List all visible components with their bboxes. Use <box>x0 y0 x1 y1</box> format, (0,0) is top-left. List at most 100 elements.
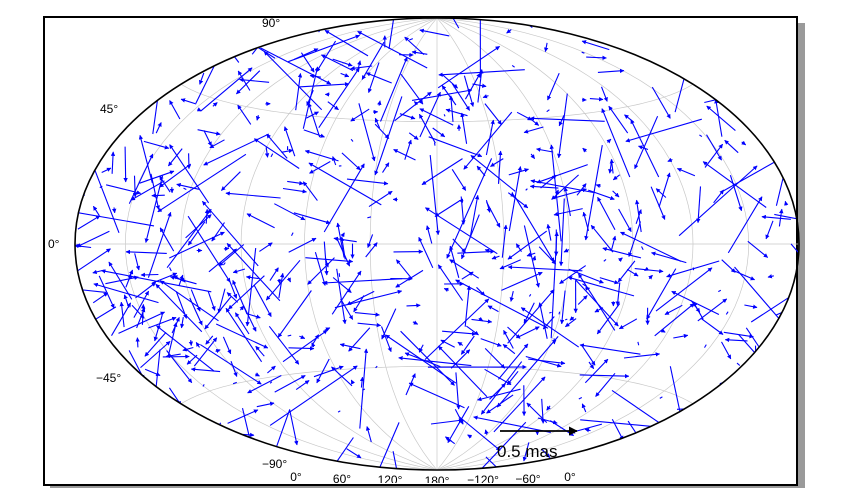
proper-motion-vector <box>725 140 739 152</box>
proper-motion-vector <box>342 233 344 237</box>
proper-motion-vector <box>509 167 520 232</box>
proper-motion-vector <box>333 157 336 166</box>
proper-motion-vector <box>78 249 111 271</box>
proper-motion-vector <box>267 366 275 373</box>
proper-motion-vector <box>182 317 184 328</box>
proper-motion-vector <box>281 150 292 152</box>
proper-motion-vector <box>732 270 755 280</box>
proper-motion-vector <box>213 103 217 107</box>
proper-motion-vector <box>223 263 225 266</box>
proper-motion-vector <box>310 162 331 174</box>
proper-motion-vector <box>247 214 275 228</box>
proper-motion-vector <box>151 174 159 210</box>
proper-motion-vector <box>427 226 432 244</box>
proper-motion-vector <box>607 139 611 142</box>
proper-motion-vector <box>524 226 538 288</box>
proper-motion-vector <box>531 154 535 159</box>
proper-motion-vector <box>537 149 554 152</box>
proper-motion-vector <box>635 269 663 272</box>
proper-motion-vector <box>508 267 582 271</box>
proper-motion-vector <box>425 299 489 360</box>
proper-motion-vector <box>289 278 291 282</box>
proper-motion-vector <box>446 110 468 116</box>
proper-motion-vector <box>337 240 349 267</box>
proper-motion-vector <box>435 143 436 146</box>
proper-motion-vector <box>579 398 582 400</box>
proper-motion-vector <box>354 295 364 312</box>
proper-motion-vector <box>152 195 165 196</box>
proper-motion-vector <box>167 351 192 383</box>
proper-motion-vector <box>287 181 303 183</box>
proper-motion-vector <box>409 39 413 40</box>
proper-motion-vector <box>160 164 191 187</box>
proper-motion-vector <box>191 290 200 312</box>
proper-motion-vector <box>413 322 418 324</box>
proper-motion-vector <box>580 375 629 376</box>
proper-motion-vector <box>283 189 307 192</box>
proper-motion-vector <box>549 312 551 313</box>
proper-motion-vector <box>379 101 380 106</box>
proper-motion-vector <box>351 139 353 141</box>
proper-motion-vector <box>317 359 329 383</box>
proper-motion-vector <box>507 30 512 33</box>
proper-motion-vector <box>490 384 506 400</box>
proper-motion-vector <box>144 141 169 148</box>
proper-motion-vector <box>673 335 688 338</box>
proper-motion-vector <box>405 353 440 367</box>
proper-motion-vector <box>568 277 634 296</box>
proper-motion-vector <box>548 73 560 100</box>
proper-motion-vector <box>319 68 360 128</box>
proper-motion-vector <box>448 406 469 442</box>
proper-motion-vector <box>170 267 172 271</box>
proper-motion-vector <box>270 268 278 281</box>
proper-motion-vector <box>201 68 252 111</box>
proper-motion-vector <box>559 312 560 315</box>
proper-motion-vector <box>349 328 370 352</box>
proper-motion-vector <box>547 110 550 112</box>
proper-motion-vector <box>425 208 497 254</box>
proper-motion-vector <box>521 308 579 348</box>
proper-motion-vector <box>366 73 391 83</box>
proper-motion-vector <box>444 289 449 291</box>
proper-motion-vector <box>703 162 766 208</box>
proper-motion-vector <box>422 159 463 185</box>
proper-motion-vector <box>742 142 746 145</box>
proper-motion-vector <box>485 348 505 368</box>
proper-motion-vector <box>486 430 487 435</box>
proper-motion-vector <box>137 338 138 348</box>
proper-motion-vector <box>358 323 381 325</box>
proper-motion-vector <box>160 228 174 251</box>
proper-motion-vector <box>362 42 384 79</box>
proper-motion-vector <box>395 92 432 121</box>
proper-motion-vector <box>308 258 335 285</box>
proper-motion-vector <box>359 103 375 161</box>
proper-motion-vector <box>409 133 418 140</box>
proper-motion-vector <box>125 147 126 182</box>
proper-motion-vector <box>586 57 606 58</box>
proper-motion-vector <box>223 337 230 354</box>
proper-motion-vector <box>198 130 221 135</box>
proper-motion-vector <box>255 374 259 376</box>
proper-motion-vector <box>628 421 677 483</box>
proper-motion-vector <box>458 342 463 345</box>
proper-motion-vector <box>406 374 415 395</box>
proper-motion-vector <box>401 74 423 104</box>
proper-motion-vector <box>651 187 665 220</box>
proper-motion-vector <box>785 201 786 205</box>
proper-motion-vector <box>279 279 280 283</box>
proper-motion-vector <box>485 369 511 384</box>
proper-motion-vector <box>396 260 411 279</box>
proper-motion-vector <box>93 293 108 303</box>
proper-motion-vector <box>462 113 467 144</box>
proper-motion-vector <box>209 249 237 272</box>
proper-motion-vector <box>129 154 153 204</box>
proper-motion-vector <box>274 204 305 220</box>
proper-motion-vector <box>776 307 796 315</box>
proper-motion-vector <box>726 312 728 315</box>
proper-motion-vector <box>134 291 149 318</box>
proper-motion-vector <box>146 176 163 243</box>
proper-motion-vector <box>170 101 180 120</box>
proper-motion-vector <box>358 31 428 68</box>
proper-motion-vector <box>659 173 670 207</box>
